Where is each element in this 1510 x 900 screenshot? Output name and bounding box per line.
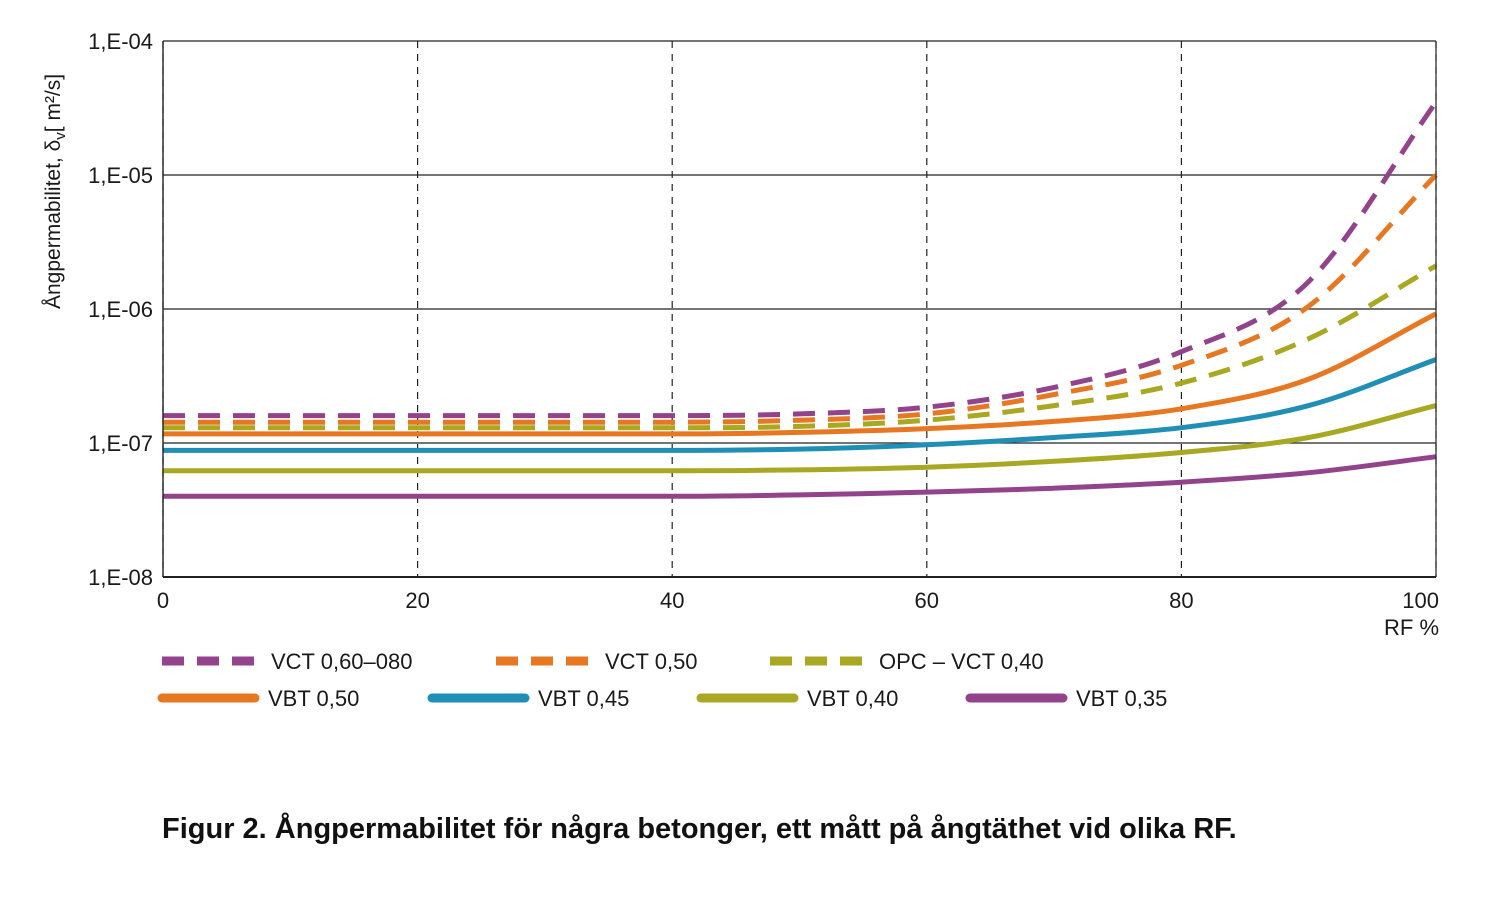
chart-canvas: 1,E-08 1,E-07 1,E-06 1,E-05 1,E-04 0 20 40 60 80 1… xyxy=(42,29,1439,711)
x-tick-label-0: 0 xyxy=(157,588,169,613)
figure-caption: Figur 2. Ångpermabilitet för några beton… xyxy=(162,813,1237,845)
legend-label-3: VBT 0,50 xyxy=(268,686,359,711)
legend-label-2: OPC – VCT 0,40 xyxy=(879,649,1044,674)
y-tick-label-3: 1,E-05 xyxy=(88,163,153,188)
series-line-5 xyxy=(163,403,1437,474)
series-line-0 xyxy=(162,100,1439,419)
axes: 1,E-08 1,E-07 1,E-06 1,E-05 1,E-04 0 20 40 60 80 1… xyxy=(42,29,1439,640)
y-axis-label-main: Ångpermabilitet, δ xyxy=(42,140,65,309)
series-line-3 xyxy=(163,311,1438,437)
x-tick-label-3: 60 xyxy=(915,588,939,613)
y-tick-label-2: 1,E-06 xyxy=(88,297,153,322)
y-axis-label-unit: [ m²/s] xyxy=(42,74,65,132)
series-line-4 xyxy=(163,357,1437,453)
x-tick-label-1: 20 xyxy=(405,588,429,613)
y-tick-label-1: 1,E-07 xyxy=(88,431,153,456)
legend-label-4: VBT 0,45 xyxy=(538,686,629,711)
series-line-6 xyxy=(162,454,1437,499)
legend-label-6: VBT 0,35 xyxy=(1076,686,1167,711)
series-lines xyxy=(162,100,1439,499)
y-axis-label: Ångpermabilitet, δv[ m²/s] xyxy=(42,74,69,309)
legend-label-1: VCT 0,50 xyxy=(605,649,698,674)
series-line-2 xyxy=(163,263,1438,431)
y-axis-label-subscript: v xyxy=(52,132,69,140)
x-tick-label-4: 80 xyxy=(1169,588,1193,613)
series-line-1 xyxy=(163,173,1438,425)
legend: VCT 0,60–080 VCT 0,50 OPC – VCT 0,40 VBT 0,… xyxy=(157,649,1167,711)
x-tick-label-5: 100 xyxy=(1402,588,1439,613)
y-tick-label-0: 1,E-08 xyxy=(88,565,153,590)
legend-label-0: VCT 0,60–080 xyxy=(271,649,412,674)
x-tick-label-2: 40 xyxy=(660,588,684,613)
x-axis-label: RF % xyxy=(1384,615,1439,640)
y-tick-label-4: 1,E-04 xyxy=(88,29,153,54)
legend-label-5: VBT 0,40 xyxy=(807,686,898,711)
